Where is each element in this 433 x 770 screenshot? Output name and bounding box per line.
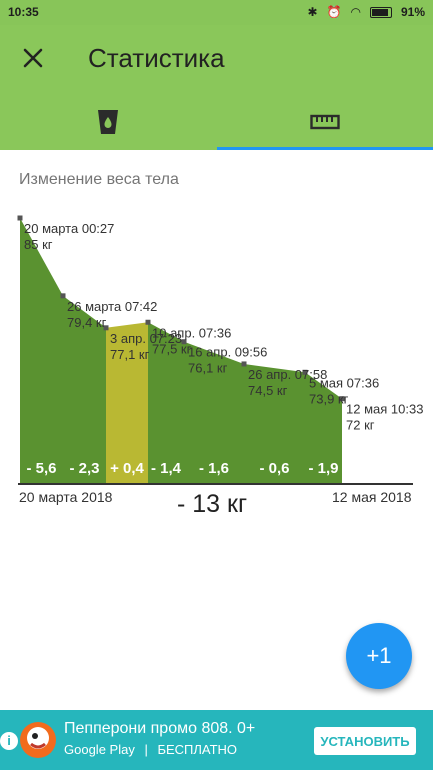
point-date-label: 5 мая 07:36 xyxy=(309,375,379,390)
point-value-label: 73,9 кг xyxy=(309,391,349,406)
point-value-label: 72 кг xyxy=(346,418,375,433)
chart-area-segment xyxy=(184,341,244,484)
segment-change-label: - 2,3 xyxy=(69,460,99,477)
ad-banner[interactable]: i Пепперони промо 808. 0+ Google Play | … xyxy=(0,710,433,770)
point-value-label: 79,4 кг xyxy=(67,315,107,330)
point-date-label: 3 апр. 07:23 xyxy=(110,331,182,346)
point-date-label: 10 апр. 07:36 xyxy=(152,325,231,340)
ad-store: Google Play | БЕСПЛАТНО xyxy=(64,742,238,757)
tab-weight[interactable] xyxy=(217,95,433,149)
chart-area-segment xyxy=(305,372,342,484)
segment-change-label: - 5,6 xyxy=(26,460,56,477)
chart-area-segment xyxy=(63,295,106,484)
point-date-label: 12 мая 10:33 xyxy=(346,402,423,417)
data-point-marker xyxy=(339,396,345,402)
alarm-icon: ⏰ xyxy=(326,5,342,19)
data-point-marker xyxy=(181,339,187,345)
chart-area-segment xyxy=(148,322,184,484)
point-date-label: 16 апр. 09:56 xyxy=(188,345,267,360)
ad-price: БЕСПЛАТНО xyxy=(157,742,238,757)
page-title: Статистика xyxy=(88,43,225,73)
segment-change-label: - 1,6 xyxy=(199,460,229,477)
ad-store-name: Google Play xyxy=(64,742,135,757)
status-bar: 10:35 ✱ ⏰ ◠ 91% xyxy=(0,0,433,25)
status-icons: ✱ ⏰ ◠ 91% xyxy=(307,5,425,19)
x-end-label: 12 мая 2018 xyxy=(332,489,412,505)
chart-area-segment xyxy=(106,322,148,484)
data-point-marker xyxy=(302,369,308,375)
point-value-label: 85 кг xyxy=(24,237,53,252)
tab-indicator xyxy=(217,147,433,150)
battery-icon xyxy=(369,6,392,18)
battery-percent: 91% xyxy=(400,5,425,19)
data-point-marker xyxy=(103,325,109,331)
add-one-button[interactable]: +1 xyxy=(346,623,412,689)
status-time: 10:35 xyxy=(8,5,39,19)
ad-app-logo-icon xyxy=(20,722,56,758)
bluetooth-icon: ✱ xyxy=(307,5,318,19)
data-point-marker xyxy=(145,319,151,325)
ad-info-icon[interactable]: i xyxy=(0,732,18,750)
segment-change-label: - 1,9 xyxy=(308,460,338,477)
point-date-label: 20 марта 00:27 xyxy=(24,221,114,236)
data-point-marker xyxy=(241,361,247,367)
x-start-label: 20 марта 2018 xyxy=(19,489,113,505)
water-glass-icon xyxy=(98,110,118,134)
wifi-icon: ◠ xyxy=(350,5,361,19)
data-point-marker xyxy=(60,293,66,299)
ad-install-button[interactable]: УСТАНОВИТЬ xyxy=(314,727,416,755)
ad-title: Пепперони промо 808. 0+ xyxy=(64,720,256,737)
point-value-label: 77,5 кг xyxy=(152,341,192,356)
section-title: Изменение веса тела xyxy=(19,171,179,188)
close-icon[interactable] xyxy=(20,45,46,71)
point-date-label: 26 апр. 07:58 xyxy=(248,367,327,382)
segment-change-label: - 1,4 xyxy=(151,460,182,477)
chart-area-segment xyxy=(244,363,305,484)
segment-change-label: + 0,4 xyxy=(110,460,144,477)
chart-area-segment xyxy=(20,218,63,484)
ruler-icon xyxy=(310,114,340,130)
total-change: - 13 кг xyxy=(177,490,248,518)
app-bar: Статистика xyxy=(0,25,433,150)
point-value-label: 76,1 кг xyxy=(188,361,228,376)
point-date-label: 26 марта 07:42 xyxy=(67,299,157,314)
point-value-label: 74,5 кг xyxy=(248,383,288,398)
segment-change-label: - 0,6 xyxy=(259,460,289,477)
tab-water[interactable] xyxy=(0,95,216,149)
data-point-marker xyxy=(17,215,23,221)
point-value-label: 77,1 кг xyxy=(110,347,150,362)
